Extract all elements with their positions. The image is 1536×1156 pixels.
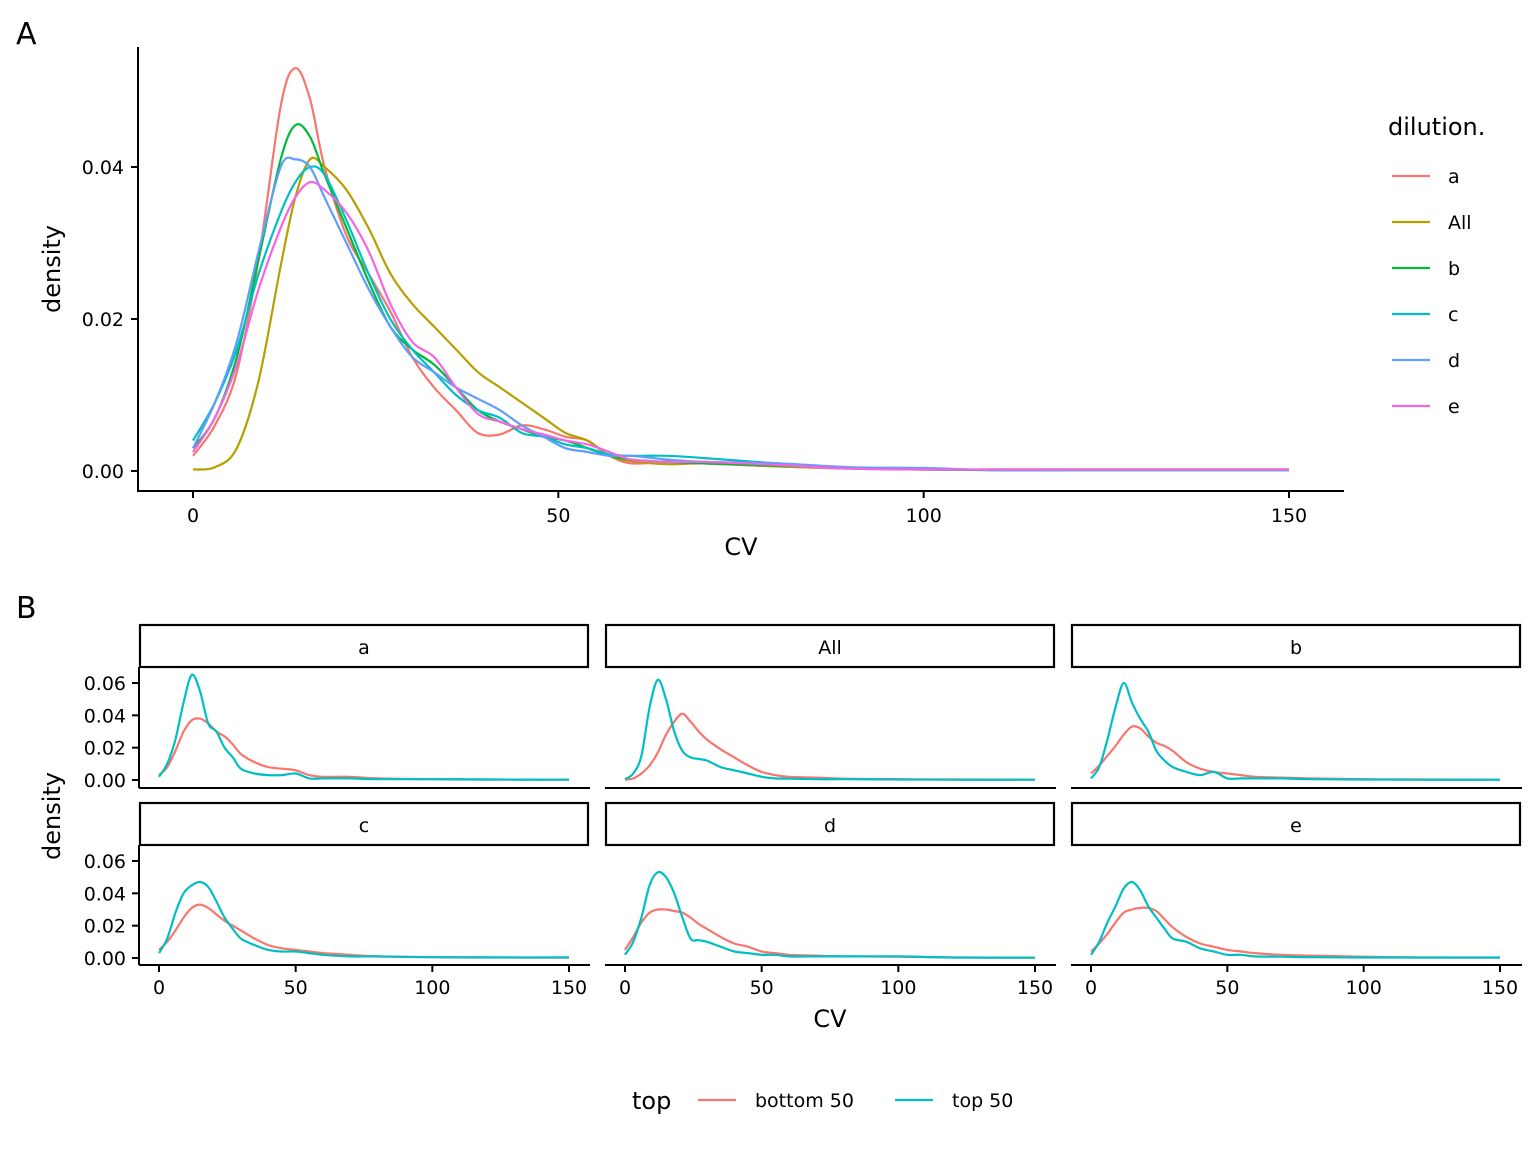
x-tick-label-b: 100 xyxy=(1346,977,1382,999)
x-tick-label-b: 150 xyxy=(1017,977,1053,999)
facet-strip-label-b: b xyxy=(1290,637,1302,659)
x-tick-label-b: 0 xyxy=(619,977,631,999)
density-line-c-top-50 xyxy=(158,880,570,959)
density-line-All xyxy=(192,156,1289,471)
x-tick-label-a: 150 xyxy=(1271,505,1307,527)
legend-label-top-50: top 50 xyxy=(952,1090,1013,1112)
facet-strip-label-c: c xyxy=(359,815,369,837)
panel-label-a: A xyxy=(16,17,37,52)
x-axis-label-b: CV xyxy=(813,1005,847,1033)
x-tick-label-b: 150 xyxy=(1482,977,1518,999)
density-line-c xyxy=(192,165,1289,472)
density-line-e xyxy=(192,180,1289,471)
x-tick-label-b: 50 xyxy=(1215,977,1239,999)
facet-strip-d xyxy=(604,801,1056,847)
y-axis-label-a: density xyxy=(38,225,66,313)
y-tick-label-b: 0.06 xyxy=(84,673,126,695)
x-tick-label-a: 0 xyxy=(187,505,199,527)
facet-strip-label-All: All xyxy=(818,637,842,659)
density-line-a-bottom-50 xyxy=(158,717,570,781)
density-line-d xyxy=(192,156,1289,472)
panel-label-b: B xyxy=(16,591,37,626)
x-tick-label-b: 100 xyxy=(414,977,450,999)
legend-label-d: d xyxy=(1448,350,1460,372)
facet-strip-All xyxy=(604,623,1056,669)
y-tick-label-b: 0.00 xyxy=(84,770,126,792)
legend-title-a: dilution. xyxy=(1388,113,1485,141)
density-line-All-bottom-50 xyxy=(624,712,1036,781)
facet-strip-label-e: e xyxy=(1290,815,1302,837)
y-tick-label-a: 0.04 xyxy=(82,157,124,179)
y-tick-label-b: 0.06 xyxy=(84,851,126,873)
facet-strip-label-a: a xyxy=(358,637,370,659)
x-tick-label-b: 0 xyxy=(1085,977,1097,999)
facet-strip-c xyxy=(138,801,590,847)
y-tick-label-b: 0.02 xyxy=(84,916,126,938)
x-axis-label-a: CV xyxy=(724,533,758,561)
facet-strip-e xyxy=(1070,801,1522,847)
y-tick-label-a: 0.00 xyxy=(82,461,124,483)
density-line-c-bottom-50 xyxy=(158,903,570,959)
density-line-b xyxy=(192,123,1289,472)
x-tick-label-b: 150 xyxy=(551,977,587,999)
legend-label-b: b xyxy=(1448,258,1460,280)
x-tick-label-a: 100 xyxy=(906,505,942,527)
facet-strip-a xyxy=(138,623,590,669)
x-tick-label-b: 0 xyxy=(153,977,165,999)
density-line-All-top-50 xyxy=(624,678,1036,781)
legend-label-a: a xyxy=(1448,166,1460,188)
y-tick-label-b: 0.00 xyxy=(84,948,126,970)
legend-title-b: top xyxy=(632,1087,671,1115)
density-line-d-top-50 xyxy=(624,870,1036,959)
facet-strip-label-d: d xyxy=(824,815,836,837)
density-line-d-bottom-50 xyxy=(624,908,1036,959)
y-tick-label-a: 0.02 xyxy=(82,309,124,331)
density-line-b-bottom-50 xyxy=(1090,725,1501,781)
density-line-a-top-50 xyxy=(158,673,570,781)
x-tick-label-b: 50 xyxy=(284,977,308,999)
legend-label-e: e xyxy=(1448,396,1460,418)
legend-label-All: All xyxy=(1448,212,1472,234)
density-line-e-top-50 xyxy=(1090,880,1500,959)
y-tick-label-b: 0.02 xyxy=(84,738,126,760)
y-tick-label-b: 0.04 xyxy=(84,883,126,905)
density-line-a xyxy=(192,67,1289,471)
x-tick-label-b: 50 xyxy=(750,977,774,999)
legend-label-bottom-50: bottom 50 xyxy=(755,1090,854,1112)
density-line-b-top-50 xyxy=(1090,681,1501,781)
facet-strip-b xyxy=(1070,623,1522,669)
legend-label-c: c xyxy=(1448,304,1458,326)
density-line-e-bottom-50 xyxy=(1090,906,1501,959)
y-axis-label-b: density xyxy=(38,772,66,860)
x-tick-label-b: 100 xyxy=(880,977,916,999)
y-tick-label-b: 0.04 xyxy=(84,705,126,727)
x-tick-label-a: 50 xyxy=(546,505,570,527)
